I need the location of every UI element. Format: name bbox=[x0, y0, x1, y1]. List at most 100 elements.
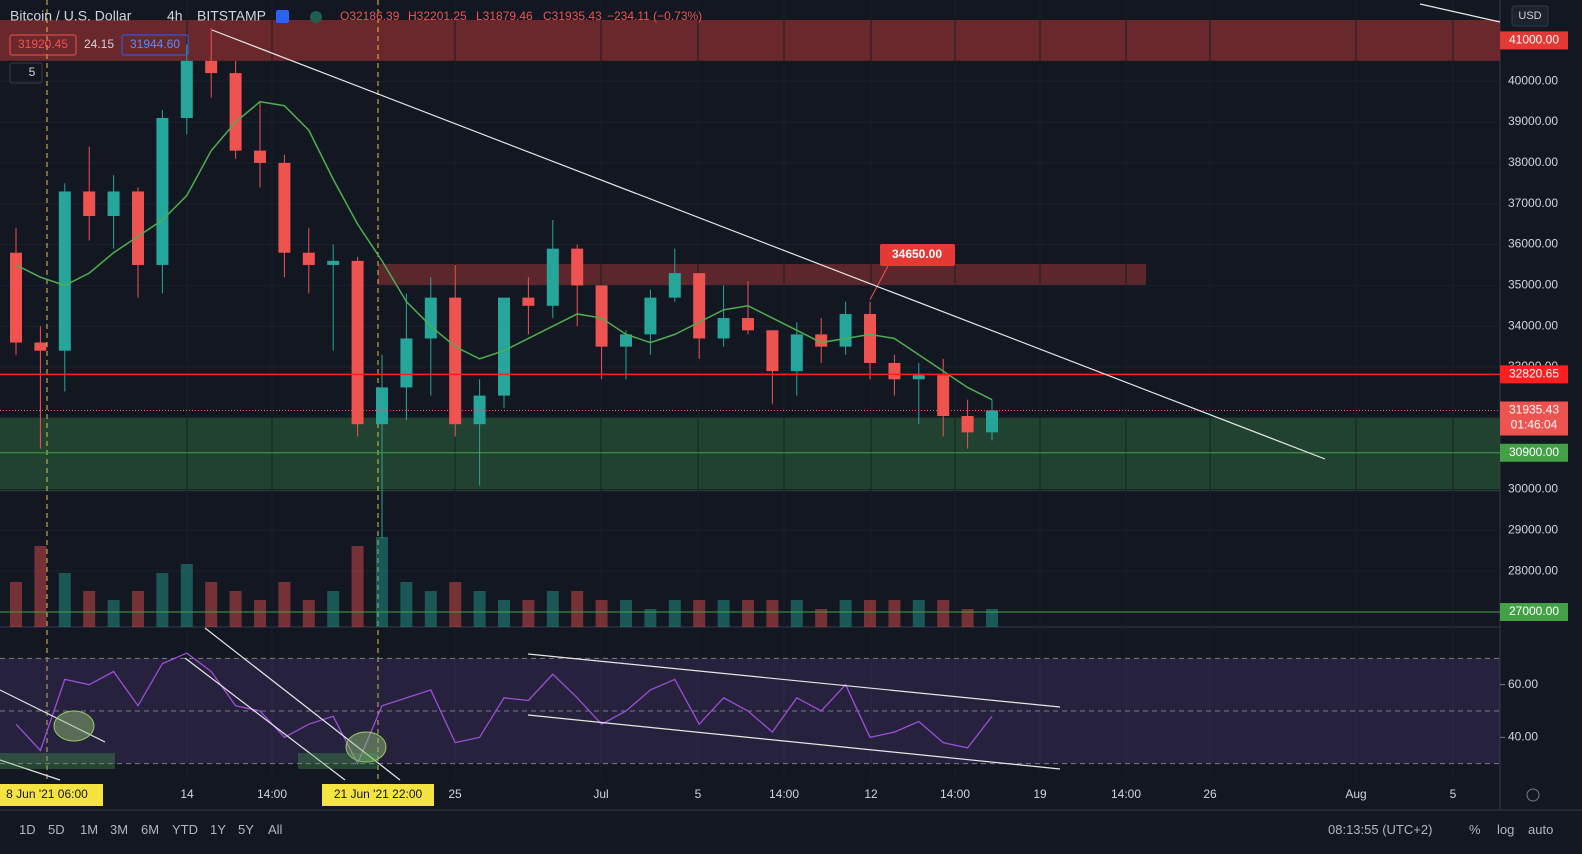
candle-body bbox=[58, 191, 71, 351]
range-button[interactable]: 3M bbox=[110, 822, 129, 837]
settings-icon[interactable] bbox=[1526, 788, 1540, 802]
x-tick-label: Aug bbox=[1345, 787, 1366, 801]
candle-body bbox=[937, 375, 950, 417]
highlight-box bbox=[298, 753, 378, 769]
candle-body bbox=[742, 318, 754, 331]
ohlc-open: O32186.39 bbox=[340, 9, 400, 23]
candle-body bbox=[717, 318, 730, 339]
marker-label: 8 Jun '21 06:00 bbox=[6, 787, 88, 801]
candle-body bbox=[864, 313, 876, 363]
volume-bar bbox=[400, 582, 413, 627]
ohlc-high: H32201.25 bbox=[408, 9, 467, 23]
rsi-line bbox=[15, 652, 993, 766]
volume-bar bbox=[742, 600, 754, 627]
trendlines bbox=[0, 3, 1501, 781]
candle-body bbox=[34, 342, 47, 351]
range-button[interactable]: 1D bbox=[19, 822, 36, 837]
volume-bar bbox=[546, 591, 559, 627]
volume-bar bbox=[351, 546, 364, 627]
level-box bbox=[1500, 31, 1568, 50]
clock[interactable]: 08:13:55 (UTC+2) bbox=[1328, 822, 1433, 837]
exchange: BITSTAMP bbox=[197, 8, 266, 24]
level-label: 27000.00 bbox=[1509, 604, 1559, 618]
buy-price[interactable]: 31944.60 bbox=[130, 37, 180, 51]
countdown: 01:46:04 bbox=[1511, 418, 1558, 432]
level-label: 41000.00 bbox=[1509, 33, 1559, 47]
candle-body bbox=[815, 334, 828, 347]
range-button[interactable]: 5Y bbox=[238, 822, 254, 837]
indicators-toggle[interactable] bbox=[9, 62, 43, 84]
callout-box bbox=[880, 244, 955, 266]
candle-body bbox=[522, 297, 535, 306]
level-label: 32820.65 bbox=[1509, 367, 1559, 381]
trendline bbox=[204, 627, 401, 781]
candle-body bbox=[10, 252, 22, 343]
trendline bbox=[0, 759, 61, 781]
volume-bar bbox=[376, 537, 388, 627]
volume-bar bbox=[34, 546, 47, 627]
candle-body bbox=[132, 191, 144, 265]
indicator-count[interactable]: 5 bbox=[29, 65, 36, 79]
volume-bar bbox=[790, 600, 803, 627]
volume-bar bbox=[424, 591, 437, 627]
candle-body bbox=[180, 60, 193, 118]
log-toggle[interactable]: log bbox=[1497, 822, 1515, 837]
rsi-tick-label: 40.00 bbox=[1508, 730, 1538, 744]
buy-button[interactable] bbox=[121, 34, 189, 56]
candle-body bbox=[205, 60, 218, 74]
volume-bar bbox=[620, 600, 632, 627]
range-button[interactable]: 1Y bbox=[210, 822, 226, 837]
candle-body bbox=[400, 338, 413, 388]
volume-bar bbox=[912, 600, 925, 627]
volume-bar bbox=[595, 600, 608, 627]
ohlc-close: C31935.43 bbox=[543, 9, 602, 23]
candle-body bbox=[620, 334, 632, 347]
candle-body bbox=[473, 395, 486, 425]
currency-button[interactable] bbox=[1511, 5, 1549, 27]
sell-button[interactable] bbox=[9, 34, 77, 56]
volume-bar bbox=[571, 591, 584, 627]
candle-body bbox=[449, 297, 462, 425]
candle-body bbox=[888, 362, 901, 380]
x-tick-label: 14:00 bbox=[257, 787, 287, 801]
currency[interactable]: USD bbox=[1518, 10, 1541, 22]
candle-body bbox=[278, 162, 291, 253]
volume-bar bbox=[205, 582, 218, 627]
interval[interactable]: 4h bbox=[167, 8, 183, 24]
x-tick-label: 25 bbox=[448, 787, 462, 801]
candle-body bbox=[961, 416, 974, 433]
range-button[interactable]: 5D bbox=[48, 822, 65, 837]
bottom-toolbar: 1D 5D 1M 3M 6M YTD 1Y 5Y All 08:13:55 (UTC+2)% log… bbox=[0, 812, 1582, 848]
x-tick-label: 14 bbox=[180, 787, 194, 801]
candle-body bbox=[424, 297, 437, 339]
auto-toggle[interactable]: auto bbox=[1528, 822, 1554, 837]
volume-bar bbox=[668, 600, 681, 627]
candle-body bbox=[327, 260, 340, 265]
marker-box bbox=[0, 784, 103, 806]
spread: 24.15 bbox=[84, 37, 114, 51]
range-button[interactable]: 1M bbox=[80, 822, 99, 837]
status-icon bbox=[310, 11, 322, 23]
y-tick-label: 28000.00 bbox=[1508, 563, 1558, 577]
percent-toggle[interactable]: % bbox=[1469, 822, 1481, 837]
candle-body bbox=[571, 248, 584, 286]
candle-body bbox=[986, 410, 998, 433]
highlight bbox=[345, 731, 387, 763]
volume-bar bbox=[449, 582, 462, 627]
range-button[interactable]: All bbox=[268, 822, 283, 837]
zone bbox=[0, 20, 1500, 61]
range-button[interactable]: YTD bbox=[172, 822, 198, 837]
candle-body bbox=[595, 285, 608, 347]
volume-bar bbox=[717, 600, 730, 627]
y-tick-label: 35000.00 bbox=[1508, 278, 1558, 292]
flag-icon[interactable] bbox=[276, 10, 289, 23]
level-box bbox=[1500, 365, 1568, 384]
highlight-box bbox=[0, 753, 115, 769]
ohlc-change: −234.11 (−0.73%) bbox=[607, 9, 702, 23]
range-button[interactable]: 6M bbox=[141, 822, 160, 837]
volume-bar bbox=[986, 609, 998, 627]
volume-bar bbox=[10, 582, 22, 627]
sell-price[interactable]: 31920.45 bbox=[18, 37, 68, 51]
x-tick-label: 12 bbox=[864, 787, 878, 801]
ohlc-low: L31879.46 bbox=[476, 9, 533, 23]
